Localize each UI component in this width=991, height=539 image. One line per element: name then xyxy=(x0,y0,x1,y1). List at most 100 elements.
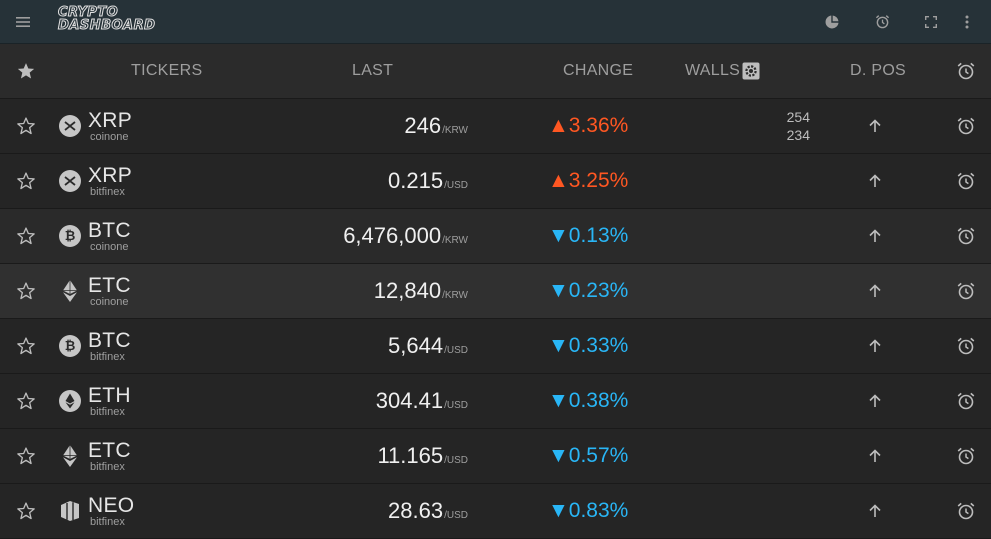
menu-icon[interactable] xyxy=(8,0,38,43)
table-row[interactable]: ETH bitfinex 304.41/USD ▼ 0.38% xyxy=(0,374,991,429)
star-icon[interactable] xyxy=(14,484,38,538)
alarm-icon[interactable] xyxy=(953,484,979,538)
change-percent: 0.57% xyxy=(568,444,629,467)
exchange-name: bitfinex xyxy=(90,185,125,198)
price-value: 0.215 xyxy=(388,168,444,193)
walls-values: 254 234 xyxy=(760,99,810,153)
ticker-symbol: ETC xyxy=(88,438,131,462)
table-row[interactable]: ₿ BTC bitfinex 5,644/USD ▼ 0.33% xyxy=(0,319,991,374)
column-header-tickers[interactable]: TICKERS xyxy=(131,62,203,79)
more-vert-icon[interactable] xyxy=(952,0,982,43)
ticker-symbol: XRP xyxy=(88,108,133,132)
exchange-name: bitfinex xyxy=(90,460,125,473)
change-arrow: ▼ xyxy=(548,224,569,247)
wall-top: 254 xyxy=(786,109,810,125)
change-value: ▼ 0.83% xyxy=(548,484,638,538)
star-icon[interactable] xyxy=(14,264,38,318)
pie-chart-icon[interactable] xyxy=(817,0,847,43)
logo-line-1: CRYPTO xyxy=(58,5,119,20)
ticker-name: ETC bitfinex xyxy=(88,429,131,483)
change-percent: 0.13% xyxy=(568,224,629,247)
price-value: 12,840 xyxy=(373,278,442,303)
favorites-star-icon[interactable] xyxy=(14,44,38,98)
alarm-icon[interactable] xyxy=(953,209,979,263)
column-header-change[interactable]: CHANGE xyxy=(563,62,634,79)
last-price: 11.165/USD xyxy=(250,429,468,483)
ticker-name: NEO bitfinex xyxy=(88,484,134,538)
xrp-icon xyxy=(59,154,81,208)
table-row[interactable]: XRP coinone 246/KRW ▲ 3.36% 254 234 xyxy=(0,99,991,154)
walls-settings-icon[interactable] xyxy=(742,62,760,80)
change-value: ▼ 0.23% xyxy=(548,264,638,318)
change-value: ▲ 3.25% xyxy=(548,154,638,208)
star-icon[interactable] xyxy=(14,154,38,208)
price-value: 304.41 xyxy=(375,388,444,413)
change-value: ▲ 3.36% xyxy=(548,99,638,153)
alarm-icon[interactable] xyxy=(867,0,897,43)
price-unit: /KRW xyxy=(442,125,468,136)
price-unit: /USD xyxy=(444,455,468,466)
change-percent: 0.33% xyxy=(568,334,629,357)
change-percent: 0.83% xyxy=(568,499,629,522)
arrow-up-icon xyxy=(862,429,888,483)
change-percent: 3.25% xyxy=(568,169,629,192)
table-row[interactable]: ETC bitfinex 11.165/USD ▼ 0.57% xyxy=(0,429,991,484)
exchange-name: coinone xyxy=(90,295,129,308)
etc-icon xyxy=(59,264,81,318)
arrow-up-icon xyxy=(862,374,888,428)
alarm-icon[interactable] xyxy=(953,264,979,318)
star-icon[interactable] xyxy=(14,374,38,428)
last-price: 5,644/USD xyxy=(250,319,468,373)
exchange-name: coinone xyxy=(90,240,129,253)
star-icon[interactable] xyxy=(14,209,38,263)
change-arrow: ▼ xyxy=(548,444,569,467)
column-header-last[interactable]: LAST xyxy=(352,62,394,79)
table-row[interactable]: ₿ BTC coinone 6,476,000/KRW ▼ 0.13% xyxy=(0,209,991,264)
column-header-walls: WALLS xyxy=(685,44,760,98)
change-arrow: ▲ xyxy=(548,169,569,192)
alarm-icon[interactable] xyxy=(953,429,979,483)
ticker-name: BTC bitfinex xyxy=(88,319,131,373)
star-icon[interactable] xyxy=(14,319,38,373)
alarm-icon[interactable] xyxy=(953,99,979,153)
change-percent: 0.23% xyxy=(568,279,629,302)
eth-icon xyxy=(59,374,81,428)
ticker-symbol: ETH xyxy=(88,383,131,407)
ticker-symbol: NEO xyxy=(88,493,135,517)
change-percent: 0.38% xyxy=(568,389,629,412)
price-value: 6,476,000 xyxy=(343,223,442,248)
table-header: TICKERS LAST CHANGE WALLS D. POS xyxy=(0,44,991,99)
change-arrow: ▼ xyxy=(548,279,569,302)
change-arrow: ▼ xyxy=(548,499,569,522)
arrow-up-icon xyxy=(862,154,888,208)
logo-line-2: DASHBOARD xyxy=(58,18,156,33)
last-price: 6,476,000/KRW xyxy=(250,209,468,263)
star-icon[interactable] xyxy=(14,99,38,153)
ticker-symbol: ETC xyxy=(88,273,131,297)
arrow-up-icon xyxy=(862,99,888,153)
price-unit: /USD xyxy=(444,345,468,356)
arrow-up-icon xyxy=(862,264,888,318)
xrp-icon xyxy=(59,99,81,153)
last-price: 0.215/USD xyxy=(250,154,468,208)
alarm-icon[interactable] xyxy=(953,374,979,428)
app-logo: CRYPTO DASHBOARD xyxy=(58,6,182,36)
table-row[interactable]: NEO bitfinex 28.63/USD ▼ 0.83% xyxy=(0,484,991,539)
price-value: 28.63 xyxy=(388,498,444,523)
column-header-dpos[interactable]: D. POS xyxy=(850,62,907,79)
ticker-symbol: BTC xyxy=(88,218,131,242)
exchange-name: bitfinex xyxy=(90,515,125,528)
table-row[interactable]: XRP bitfinex 0.215/USD ▲ 3.25% xyxy=(0,154,991,209)
etc-icon xyxy=(59,429,81,483)
change-value: ▼ 0.38% xyxy=(548,374,638,428)
fullscreen-icon[interactable] xyxy=(916,0,946,43)
alarm-icon[interactable] xyxy=(953,154,979,208)
ticker-name: XRP coinone xyxy=(88,99,132,153)
alarm-header-icon[interactable] xyxy=(955,44,977,98)
change-arrow: ▼ xyxy=(548,334,569,357)
ticker-name: ETC coinone xyxy=(88,264,131,318)
star-icon[interactable] xyxy=(14,429,38,483)
table-row[interactable]: ETC coinone 12,840/KRW ▼ 0.23% xyxy=(0,264,991,319)
alarm-icon[interactable] xyxy=(953,319,979,373)
arrow-up-icon xyxy=(862,209,888,263)
